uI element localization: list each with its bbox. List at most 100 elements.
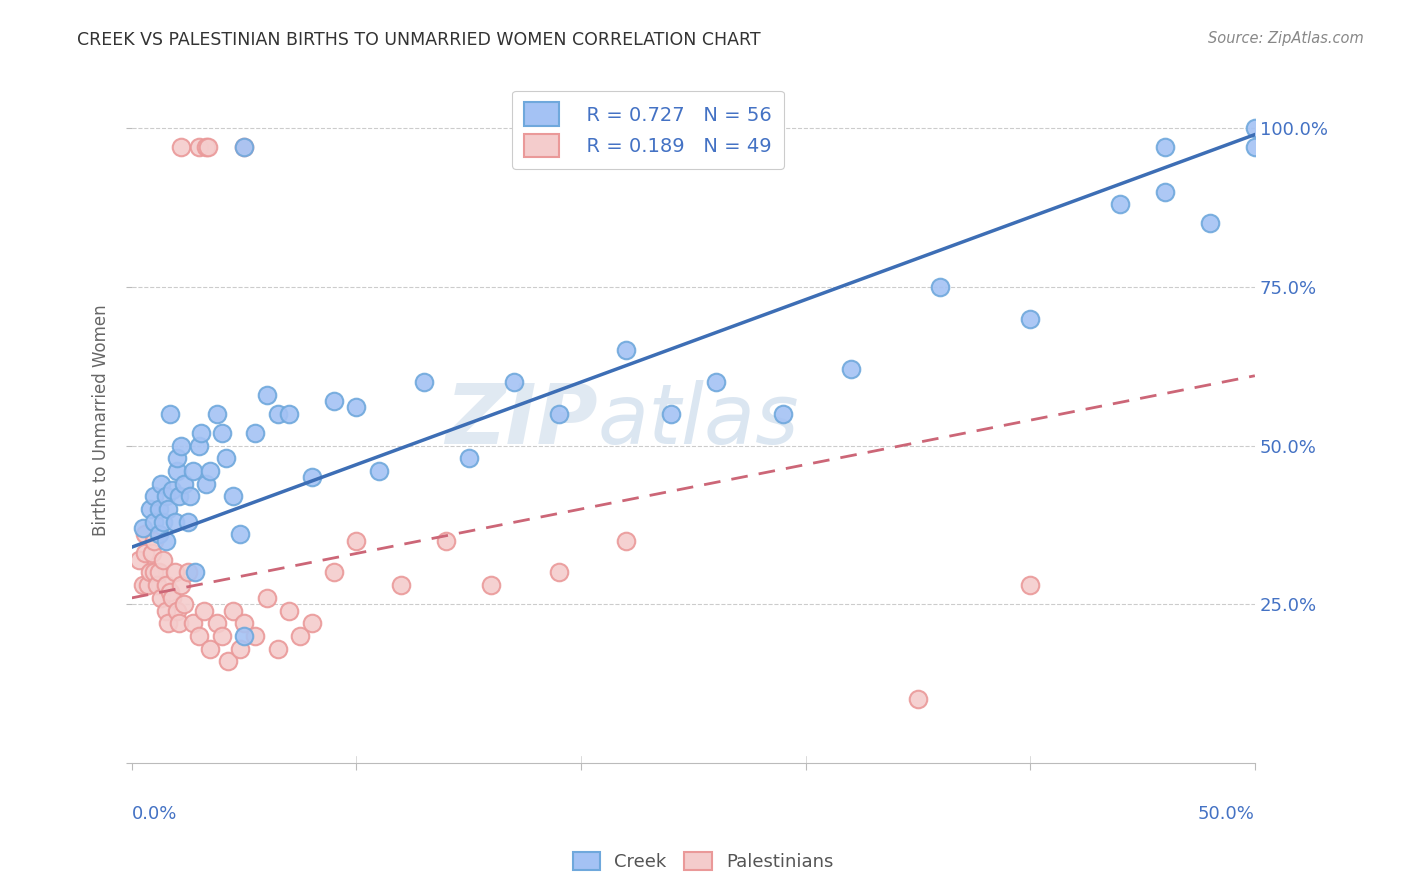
Text: ZIP: ZIP xyxy=(446,380,598,460)
Point xyxy=(659,407,682,421)
Point xyxy=(163,515,186,529)
Point xyxy=(184,566,207,580)
Point xyxy=(194,140,217,154)
Point xyxy=(346,401,368,415)
Point xyxy=(156,502,179,516)
Point xyxy=(772,407,794,421)
Point xyxy=(197,140,219,154)
Y-axis label: Births to Unmarried Women: Births to Unmarried Women xyxy=(93,304,110,536)
Point xyxy=(547,407,569,421)
Point xyxy=(245,425,267,440)
Point xyxy=(166,451,188,466)
Point xyxy=(132,578,155,592)
Point xyxy=(166,603,188,617)
Point xyxy=(1244,140,1267,154)
Point xyxy=(907,692,929,706)
Point xyxy=(228,527,250,541)
Point xyxy=(163,566,186,580)
Point xyxy=(143,515,166,529)
Point xyxy=(141,546,163,560)
Point xyxy=(159,407,181,421)
Point xyxy=(1019,578,1042,592)
Point xyxy=(233,140,256,154)
Point xyxy=(228,641,250,656)
Point xyxy=(222,603,245,617)
Point xyxy=(134,546,156,560)
Point xyxy=(233,616,256,631)
Point xyxy=(929,280,952,294)
Point xyxy=(222,489,245,503)
Point xyxy=(188,629,211,643)
Point xyxy=(256,388,278,402)
Point xyxy=(479,578,502,592)
Point xyxy=(150,591,173,605)
Point xyxy=(389,578,412,592)
Point xyxy=(156,616,179,631)
Point xyxy=(346,533,368,548)
Point xyxy=(136,578,159,592)
Text: CREEK VS PALESTINIAN BIRTHS TO UNMARRIED WOMEN CORRELATION CHART: CREEK VS PALESTINIAN BIRTHS TO UNMARRIED… xyxy=(77,31,761,49)
Point xyxy=(704,375,727,389)
Point xyxy=(256,591,278,605)
Point xyxy=(155,533,177,548)
Point xyxy=(200,641,222,656)
Point xyxy=(1154,140,1177,154)
Point xyxy=(143,566,166,580)
Point xyxy=(181,464,204,478)
Point xyxy=(233,629,256,643)
Point xyxy=(143,489,166,503)
Point xyxy=(434,533,457,548)
Point xyxy=(323,394,346,409)
Point xyxy=(166,464,188,478)
Point xyxy=(211,629,233,643)
Point xyxy=(162,483,184,497)
Point xyxy=(1109,197,1132,211)
Point xyxy=(155,578,177,592)
Point xyxy=(167,616,190,631)
Text: 50.0%: 50.0% xyxy=(1198,805,1256,823)
Point xyxy=(205,407,228,421)
Point xyxy=(148,566,170,580)
Point xyxy=(1199,216,1222,230)
Point xyxy=(457,451,479,466)
Point xyxy=(170,439,193,453)
Point xyxy=(194,476,217,491)
Point xyxy=(139,502,162,516)
Text: 0.0%: 0.0% xyxy=(132,805,177,823)
Point xyxy=(267,407,290,421)
Legend: Creek, Palestinians: Creek, Palestinians xyxy=(565,845,841,879)
Text: atlas: atlas xyxy=(598,380,800,460)
Point xyxy=(179,489,201,503)
Point xyxy=(145,578,167,592)
Point xyxy=(173,597,195,611)
Point xyxy=(412,375,434,389)
Point xyxy=(173,476,195,491)
Point xyxy=(152,553,174,567)
Point xyxy=(188,140,211,154)
Point xyxy=(155,489,177,503)
Point xyxy=(301,470,323,484)
Point xyxy=(233,140,256,154)
Point xyxy=(614,533,637,548)
Text: Source: ZipAtlas.com: Source: ZipAtlas.com xyxy=(1208,31,1364,46)
Point xyxy=(177,566,200,580)
Point xyxy=(170,578,193,592)
Point xyxy=(177,515,200,529)
Point xyxy=(278,603,301,617)
Point xyxy=(502,375,524,389)
Point xyxy=(1154,185,1177,199)
Point xyxy=(128,553,150,567)
Point xyxy=(245,629,267,643)
Point xyxy=(159,584,181,599)
Point xyxy=(211,425,233,440)
Point xyxy=(132,521,155,535)
Point xyxy=(139,566,162,580)
Point xyxy=(188,439,211,453)
Point xyxy=(150,476,173,491)
Point xyxy=(215,451,238,466)
Point xyxy=(301,616,323,631)
Point xyxy=(143,533,166,548)
Point xyxy=(155,603,177,617)
Point xyxy=(278,407,301,421)
Point xyxy=(290,629,312,643)
